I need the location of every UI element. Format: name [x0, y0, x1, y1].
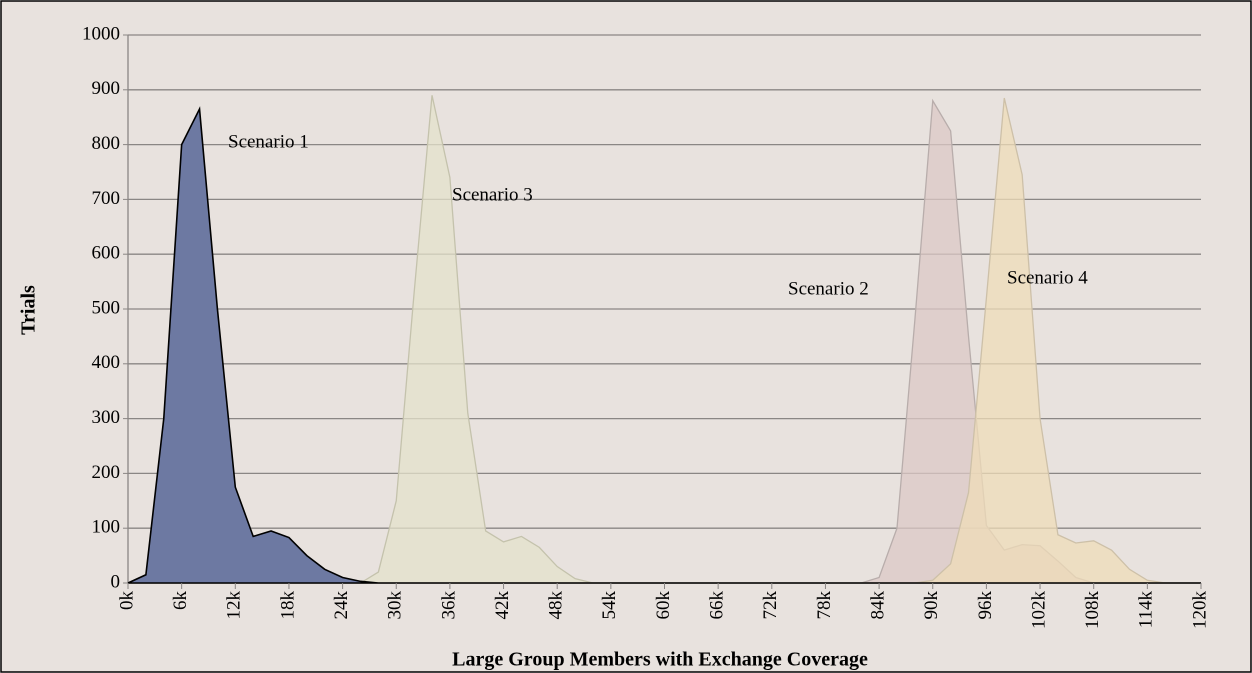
y-tick-label: 500 — [92, 297, 121, 318]
x-tick-label: 84k — [867, 591, 888, 620]
area — [127, 106, 1201, 584]
x-tick-label: 30k — [385, 591, 406, 620]
y-tick-label: 0 — [111, 571, 121, 592]
x-tick-label: 96k — [975, 591, 996, 620]
y-tick-label: 900 — [92, 78, 121, 99]
x-tick-label: 60k — [653, 591, 674, 620]
x-tick-label: 0k — [116, 591, 137, 611]
x-tick-label: 42k — [492, 591, 513, 620]
x-tick-label: 12k — [224, 591, 245, 620]
x-tick-label: 36k — [438, 591, 459, 620]
x-tick-label: 90k — [921, 591, 942, 620]
series-label: Scenario 1 — [228, 131, 309, 152]
x-tick-label: 120k — [1189, 591, 1210, 630]
x-tick-label: 48k — [546, 591, 567, 620]
series-label: Scenario 4 — [1007, 267, 1088, 288]
x-tick-label: 18k — [277, 591, 298, 620]
series-label: Scenario 2 — [788, 278, 869, 299]
x-tick-label: 102k — [1028, 591, 1049, 630]
y-tick-label: 700 — [92, 188, 121, 209]
y-tick-label: 600 — [92, 243, 121, 264]
series-label: Scenario 3 — [452, 184, 533, 205]
y-tick-label: 800 — [92, 133, 121, 154]
y-tick-label: 200 — [92, 462, 121, 483]
x-tick-label: 108k — [1082, 591, 1103, 630]
x-tick-label: 66k — [707, 591, 728, 620]
x-tick-label: 114k — [1136, 591, 1157, 629]
y-tick-label: 1000 — [82, 23, 120, 44]
x-tick-label: 78k — [814, 591, 835, 620]
y-axis-title: Trials — [18, 285, 40, 335]
y-tick-label: 100 — [92, 517, 121, 538]
x-tick-label: 54k — [599, 591, 620, 620]
x-tick-label: 24k — [331, 591, 352, 620]
y-tick-label: 400 — [92, 352, 121, 373]
x-tick-label: 72k — [760, 591, 781, 620]
y-tick-label: 300 — [92, 407, 121, 428]
x-axis-title: Large Group Members with Exchange Covera… — [452, 649, 868, 671]
x-tick-label: 6k — [170, 591, 191, 611]
